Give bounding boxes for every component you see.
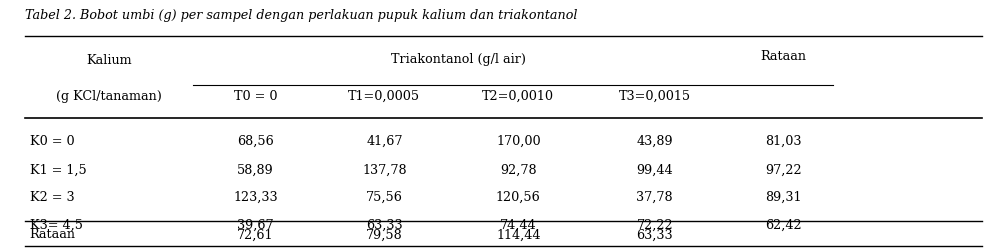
Text: Triakontanol (g/l air): Triakontanol (g/l air) [391, 54, 527, 66]
Text: 72,61: 72,61 [237, 228, 274, 241]
Text: 97,22: 97,22 [766, 164, 802, 176]
Text: 74,44: 74,44 [500, 218, 537, 232]
Text: 62,42: 62,42 [766, 218, 802, 232]
Text: K1 = 1,5: K1 = 1,5 [30, 164, 86, 176]
Text: T2=0,0010: T2=0,0010 [482, 90, 555, 103]
Text: K0 = 0: K0 = 0 [30, 135, 74, 148]
Text: 63,33: 63,33 [366, 218, 403, 232]
Text: 89,31: 89,31 [766, 191, 802, 204]
Text: 63,33: 63,33 [637, 228, 673, 241]
Text: Tabel 2. Bobot umbi (g) per sampel dengan perlakuan pupuk kalium dan triakontano: Tabel 2. Bobot umbi (g) per sampel denga… [25, 9, 577, 22]
Text: 92,78: 92,78 [500, 164, 537, 176]
Text: Kalium: Kalium [86, 54, 132, 66]
Text: K3= 4,5: K3= 4,5 [30, 218, 82, 232]
Text: 39,67: 39,67 [237, 218, 274, 232]
Text: 41,67: 41,67 [366, 135, 403, 148]
Text: T0 = 0: T0 = 0 [234, 90, 277, 103]
Text: 79,58: 79,58 [366, 228, 403, 241]
Text: 58,89: 58,89 [237, 164, 274, 176]
Text: 120,56: 120,56 [496, 191, 541, 204]
Text: 123,33: 123,33 [233, 191, 278, 204]
Text: K2 = 3: K2 = 3 [30, 191, 74, 204]
Text: 137,78: 137,78 [362, 164, 407, 176]
Text: 99,44: 99,44 [637, 164, 673, 176]
Text: Rataan: Rataan [30, 228, 75, 241]
Text: Rataan: Rataan [761, 50, 806, 63]
Text: 170,00: 170,00 [496, 135, 541, 148]
Text: 43,89: 43,89 [637, 135, 673, 148]
Text: 72,22: 72,22 [637, 218, 673, 232]
Text: 68,56: 68,56 [237, 135, 274, 148]
Text: 75,56: 75,56 [366, 191, 403, 204]
Text: 114,44: 114,44 [496, 228, 541, 241]
Text: (g KCl/tanaman): (g KCl/tanaman) [57, 90, 162, 103]
Text: T3=0,0015: T3=0,0015 [619, 90, 690, 103]
Text: 81,03: 81,03 [766, 135, 802, 148]
Text: T1=0,0005: T1=0,0005 [348, 90, 421, 103]
Text: 37,78: 37,78 [637, 191, 673, 204]
